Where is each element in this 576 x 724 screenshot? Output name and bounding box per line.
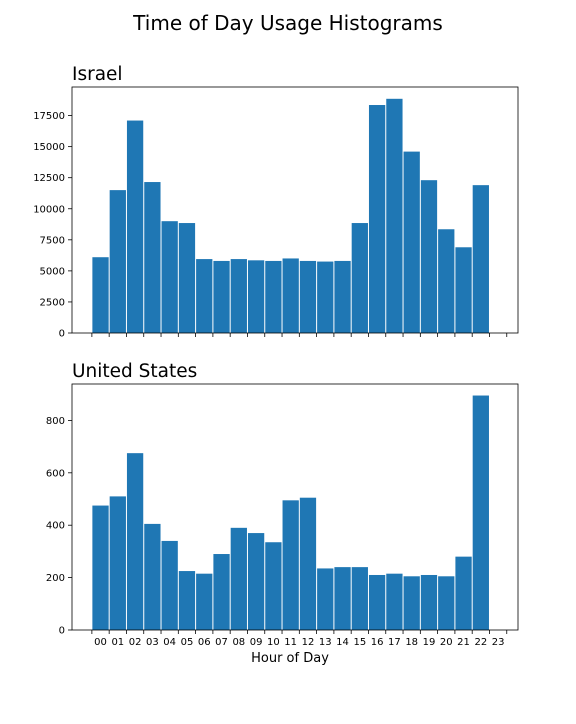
y-tick-label: 5000 bbox=[40, 266, 65, 277]
bar-10 bbox=[265, 260, 282, 333]
bar-08 bbox=[230, 259, 247, 333]
bar-01 bbox=[109, 190, 126, 333]
y-tick-label: 0 bbox=[59, 329, 65, 340]
y-tick-label: 2500 bbox=[40, 297, 65, 308]
x-tick-label: 00 bbox=[94, 637, 107, 648]
x-tick-label: 11 bbox=[284, 637, 297, 648]
x-tick-label: 17 bbox=[388, 637, 401, 648]
bar-16 bbox=[368, 574, 386, 630]
bar-12 bbox=[299, 260, 317, 333]
x-tick-label: 03 bbox=[146, 637, 159, 648]
bar-09 bbox=[247, 533, 265, 630]
x-tick-label: 08 bbox=[232, 637, 245, 648]
x-axis-label: Hour of Day bbox=[251, 651, 329, 666]
x-tick-label: 09 bbox=[250, 637, 263, 648]
bar-11 bbox=[282, 258, 299, 333]
panel-title: United States bbox=[72, 361, 197, 382]
y-tick-label: 10000 bbox=[33, 204, 65, 215]
bar-20 bbox=[438, 229, 455, 333]
bar-05 bbox=[178, 571, 196, 630]
bar-14 bbox=[334, 567, 351, 630]
x-tick-label: 20 bbox=[440, 637, 453, 648]
x-tick-label: 18 bbox=[405, 637, 418, 648]
y-tick-label: 400 bbox=[46, 521, 65, 532]
x-tick-label: 13 bbox=[319, 637, 332, 648]
x-tick-label: 06 bbox=[198, 637, 211, 648]
bar-17 bbox=[386, 98, 403, 333]
bar-02 bbox=[126, 453, 144, 630]
bar-15 bbox=[351, 567, 368, 630]
x-tick-label: 14 bbox=[336, 637, 349, 648]
y-tick-label: 600 bbox=[46, 468, 65, 479]
x-tick-label: 04 bbox=[163, 637, 176, 648]
y-tick-label: 7500 bbox=[40, 235, 65, 246]
bar-08 bbox=[230, 527, 247, 630]
bar-19 bbox=[420, 574, 438, 630]
x-tick-label: 02 bbox=[129, 637, 142, 648]
bar-07 bbox=[213, 554, 230, 630]
bar-07 bbox=[213, 260, 230, 333]
bar-18 bbox=[403, 576, 420, 630]
bar-11 bbox=[282, 500, 299, 630]
y-tick-label: 12500 bbox=[33, 173, 65, 184]
israel-chart: Israel 0 2500 5000 7500 10000 12500 15000 17500 bbox=[33, 64, 519, 340]
y-tick-label: 15000 bbox=[33, 142, 65, 153]
bar-19 bbox=[420, 180, 438, 333]
x-tick-label: 23 bbox=[492, 637, 505, 648]
bar-06 bbox=[196, 259, 213, 333]
y-tick-label: 17500 bbox=[33, 111, 65, 122]
bar-17 bbox=[386, 573, 403, 630]
bar-21 bbox=[455, 556, 472, 630]
bar-16 bbox=[368, 105, 386, 333]
united-states-chart: United States 0 200 400 600 800 00 01 02 03 04 05 06… bbox=[46, 361, 519, 666]
x-tick-label: 16 bbox=[371, 637, 384, 648]
bar-22 bbox=[472, 395, 489, 630]
bar-04 bbox=[161, 540, 178, 630]
x-tick-label: 21 bbox=[457, 637, 470, 648]
bar-02 bbox=[126, 120, 144, 333]
panel-title: Israel bbox=[72, 64, 123, 85]
x-tick-label: 10 bbox=[267, 637, 280, 648]
bar-22 bbox=[472, 185, 489, 333]
bar-03 bbox=[144, 182, 161, 333]
bar-21 bbox=[455, 247, 472, 333]
bar-18 bbox=[403, 151, 420, 333]
bar-12 bbox=[299, 497, 317, 630]
bar-05 bbox=[178, 223, 196, 333]
y-tick-label: 0 bbox=[59, 626, 65, 637]
bar-03 bbox=[144, 523, 161, 630]
bar-15 bbox=[351, 223, 368, 333]
plot-frame bbox=[71, 86, 519, 334]
x-tick-label: 19 bbox=[423, 637, 436, 648]
bar-04 bbox=[161, 221, 178, 333]
x-tick-label: 07 bbox=[215, 637, 228, 648]
bar-14 bbox=[334, 260, 351, 333]
x-tick-label: 22 bbox=[474, 637, 487, 648]
bar-06 bbox=[196, 573, 213, 630]
y-tick-label: 200 bbox=[46, 573, 65, 584]
bar-13 bbox=[317, 261, 334, 333]
bar-20 bbox=[438, 576, 455, 630]
x-tick-label: 01 bbox=[111, 637, 124, 648]
bar-10 bbox=[265, 542, 282, 630]
x-tick-label: 12 bbox=[302, 637, 315, 648]
bar-00 bbox=[92, 505, 109, 630]
y-tick-label: 800 bbox=[46, 416, 65, 427]
bar-09 bbox=[247, 260, 265, 333]
x-tick-label: 05 bbox=[181, 637, 194, 648]
bar-01 bbox=[109, 496, 126, 630]
figure-title: Time of Day Usage Histograms bbox=[132, 11, 443, 35]
bar-00 bbox=[92, 257, 109, 333]
plot-frame bbox=[71, 383, 519, 631]
x-tick-label: 15 bbox=[353, 637, 366, 648]
bar-13 bbox=[317, 568, 334, 630]
